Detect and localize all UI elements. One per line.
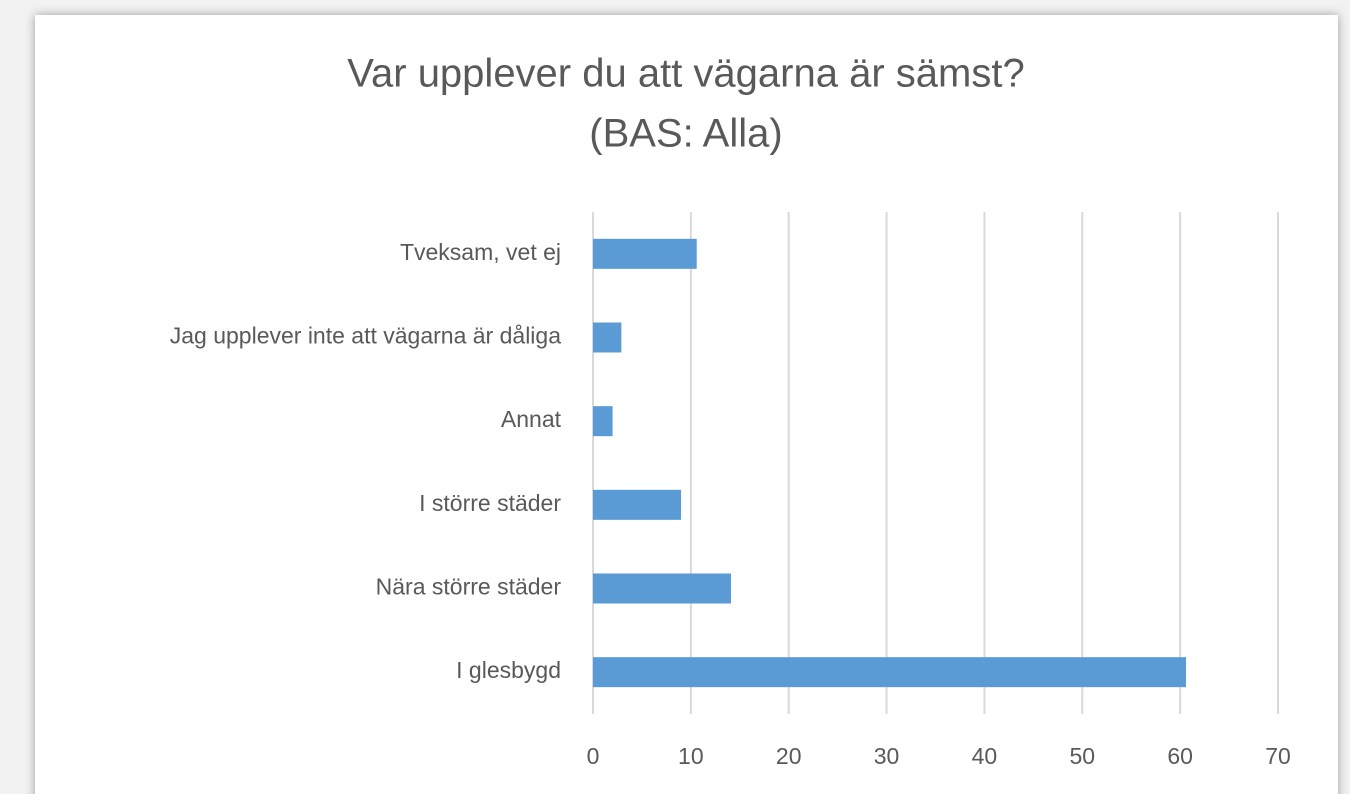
x-tick-label: 40 [972,743,998,769]
x-tick-label: 10 [678,743,704,769]
bar [593,489,682,520]
bar [593,657,1187,688]
bar [593,238,697,269]
x-tick-label: 20 [776,743,802,769]
x-tick-label: 0 [587,743,600,769]
x-tick-label: 60 [1167,743,1193,769]
bar [593,573,731,604]
x-tick-label: 30 [874,743,900,769]
bar [593,322,622,353]
chart-subtitle: (BAS: Alla) [589,112,782,156]
y-tick-label: Jag upplever inte att vägarna är dåliga [170,323,561,349]
bar [593,406,613,437]
x-tick-label: 50 [1069,743,1095,769]
y-tick-label: Tveksam, vet ej [400,239,561,265]
y-tick-label: I glesbygd [456,657,561,683]
y-tick-label: I större städer [419,490,561,516]
x-tick-label: 70 [1265,743,1291,769]
y-tick-label: Annat [501,406,562,432]
chart-title: Var upplever du att vägarna är sämst? [347,52,1024,96]
y-tick-label: Nära större städer [376,574,562,600]
